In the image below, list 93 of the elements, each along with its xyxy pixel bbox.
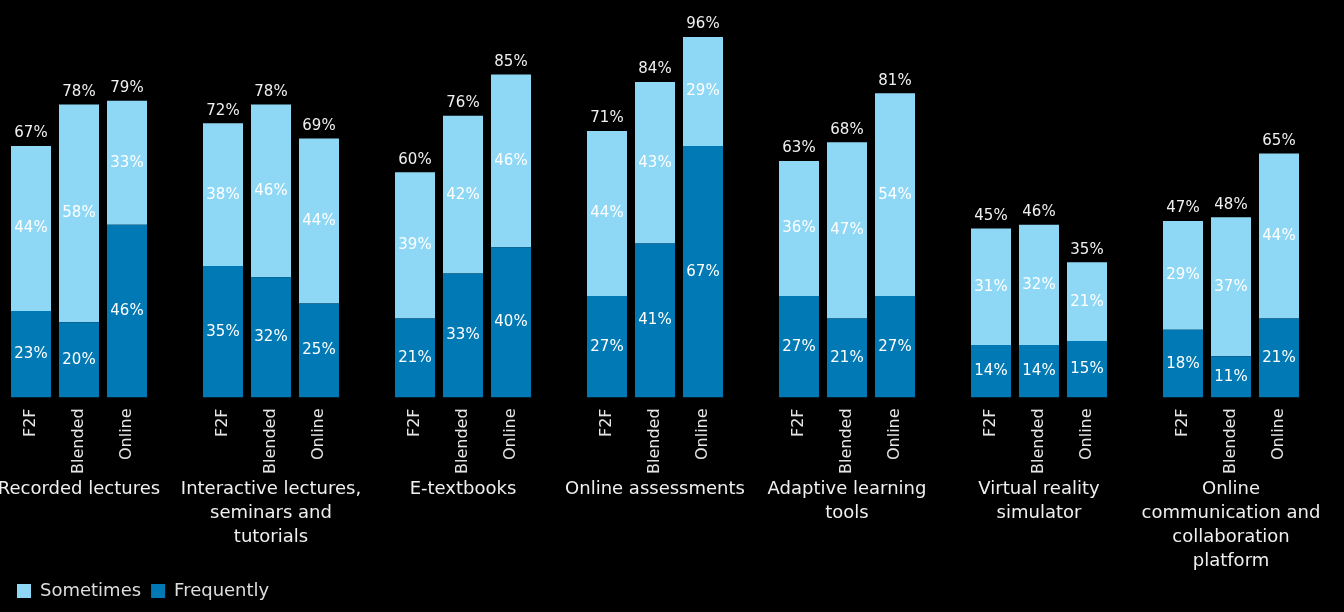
data-label: 44%: [302, 210, 336, 229]
data-label: 33%: [446, 325, 480, 344]
total-label: 72%: [206, 100, 240, 119]
data-label: 33%: [110, 152, 144, 171]
data-label: 37%: [1214, 276, 1248, 295]
data-label: 67%: [686, 261, 720, 280]
data-label: 40%: [494, 312, 528, 331]
text: Adaptive learning tools: [767, 476, 927, 522]
data-label: 58%: [62, 203, 96, 222]
total-label: 84%: [638, 59, 672, 78]
text: Recorded lectures: [0, 476, 161, 498]
x-tick-label: F2F: [1172, 408, 1192, 438]
data-label: 15%: [1070, 359, 1104, 378]
data-label: 44%: [1262, 225, 1296, 244]
x-tick-label: F2F: [212, 408, 232, 438]
data-label: 42%: [446, 184, 480, 203]
x-tick-label: Online: [1268, 408, 1288, 461]
data-label: 18%: [1166, 353, 1200, 372]
data-label: 27%: [782, 336, 816, 355]
x-tick-label: Online: [116, 408, 136, 461]
data-label: 21%: [1262, 347, 1296, 366]
data-label: 31%: [974, 276, 1008, 295]
data-label: 39%: [398, 235, 432, 254]
total-label: 46%: [1022, 202, 1056, 221]
data-label: 27%: [878, 336, 912, 355]
text: Online assessments: [565, 476, 745, 498]
data-label: 41%: [638, 310, 672, 329]
total-label: 63%: [782, 138, 816, 157]
data-label: 43%: [638, 152, 672, 171]
text: Online communication and collaboration platform: [1141, 476, 1321, 570]
x-tick-label: Blended: [1028, 408, 1048, 474]
total-label: 48%: [1214, 194, 1248, 213]
x-tick-label: Blended: [836, 408, 856, 474]
x-tick-label: F2F: [596, 408, 616, 438]
data-label: 47%: [830, 220, 864, 239]
total-label: 35%: [1070, 239, 1104, 258]
total-label: 96%: [686, 14, 720, 33]
data-label: 29%: [686, 81, 720, 100]
data-label: 27%: [590, 336, 624, 355]
total-label: 78%: [62, 81, 96, 100]
total-label: 69%: [302, 115, 336, 134]
total-label: 71%: [590, 108, 624, 127]
data-label: 32%: [1022, 274, 1056, 293]
data-label: 46%: [254, 180, 288, 199]
total-label: 47%: [1166, 198, 1200, 217]
data-label: 14%: [1022, 361, 1056, 380]
data-label: 44%: [590, 203, 624, 222]
total-label: 85%: [494, 51, 528, 70]
data-label: 21%: [398, 347, 432, 366]
data-label: 44%: [14, 218, 48, 237]
data-label: 21%: [830, 347, 864, 366]
x-tick-label: Blended: [452, 408, 472, 474]
total-label: 79%: [110, 78, 144, 97]
x-tick-label: F2F: [788, 408, 808, 438]
x-tick-label: Blended: [644, 408, 664, 474]
data-label: 36%: [782, 218, 816, 237]
x-tick-label: Blended: [1220, 408, 1240, 474]
data-label: 21%: [1070, 291, 1104, 310]
x-tick-label: Blended: [260, 408, 280, 474]
data-label: 23%: [14, 344, 48, 363]
total-label: 76%: [446, 93, 480, 112]
x-tick-label: F2F: [980, 408, 1000, 438]
data-label: 38%: [206, 184, 240, 203]
total-label: 78%: [254, 81, 288, 100]
data-label: 11%: [1214, 366, 1248, 385]
data-label: 46%: [494, 150, 528, 169]
legend-label: Frequently: [174, 578, 270, 600]
text: E-textbooks: [409, 476, 517, 498]
data-label: 25%: [302, 340, 336, 359]
x-tick-label: F2F: [20, 408, 40, 438]
text: Virtual reality simulator: [978, 476, 1101, 522]
total-label: 60%: [398, 149, 432, 168]
data-label: 46%: [110, 300, 144, 319]
data-label: 29%: [1166, 265, 1200, 284]
data-label: 20%: [62, 349, 96, 368]
total-label: 67%: [14, 123, 48, 142]
legend-label: Sometimes: [40, 578, 142, 600]
x-tick-label: Online: [500, 408, 520, 461]
x-tick-label: Online: [884, 408, 904, 461]
data-label: 35%: [206, 321, 240, 340]
x-tick-label: Online: [692, 408, 712, 461]
data-label: 54%: [878, 184, 912, 203]
total-label: 81%: [878, 70, 912, 89]
x-tick-label: Online: [308, 408, 328, 461]
total-label: 65%: [1262, 130, 1296, 149]
text: Interactive lectures, seminars and tutorials: [180, 476, 362, 546]
data-label: 14%: [974, 361, 1008, 380]
x-tick-label: Online: [1076, 408, 1096, 461]
total-label: 68%: [830, 119, 864, 138]
data-label: 32%: [254, 327, 288, 346]
x-tick-label: Blended: [68, 408, 88, 474]
total-label: 45%: [974, 205, 1008, 224]
x-tick-label: F2F: [404, 408, 424, 438]
